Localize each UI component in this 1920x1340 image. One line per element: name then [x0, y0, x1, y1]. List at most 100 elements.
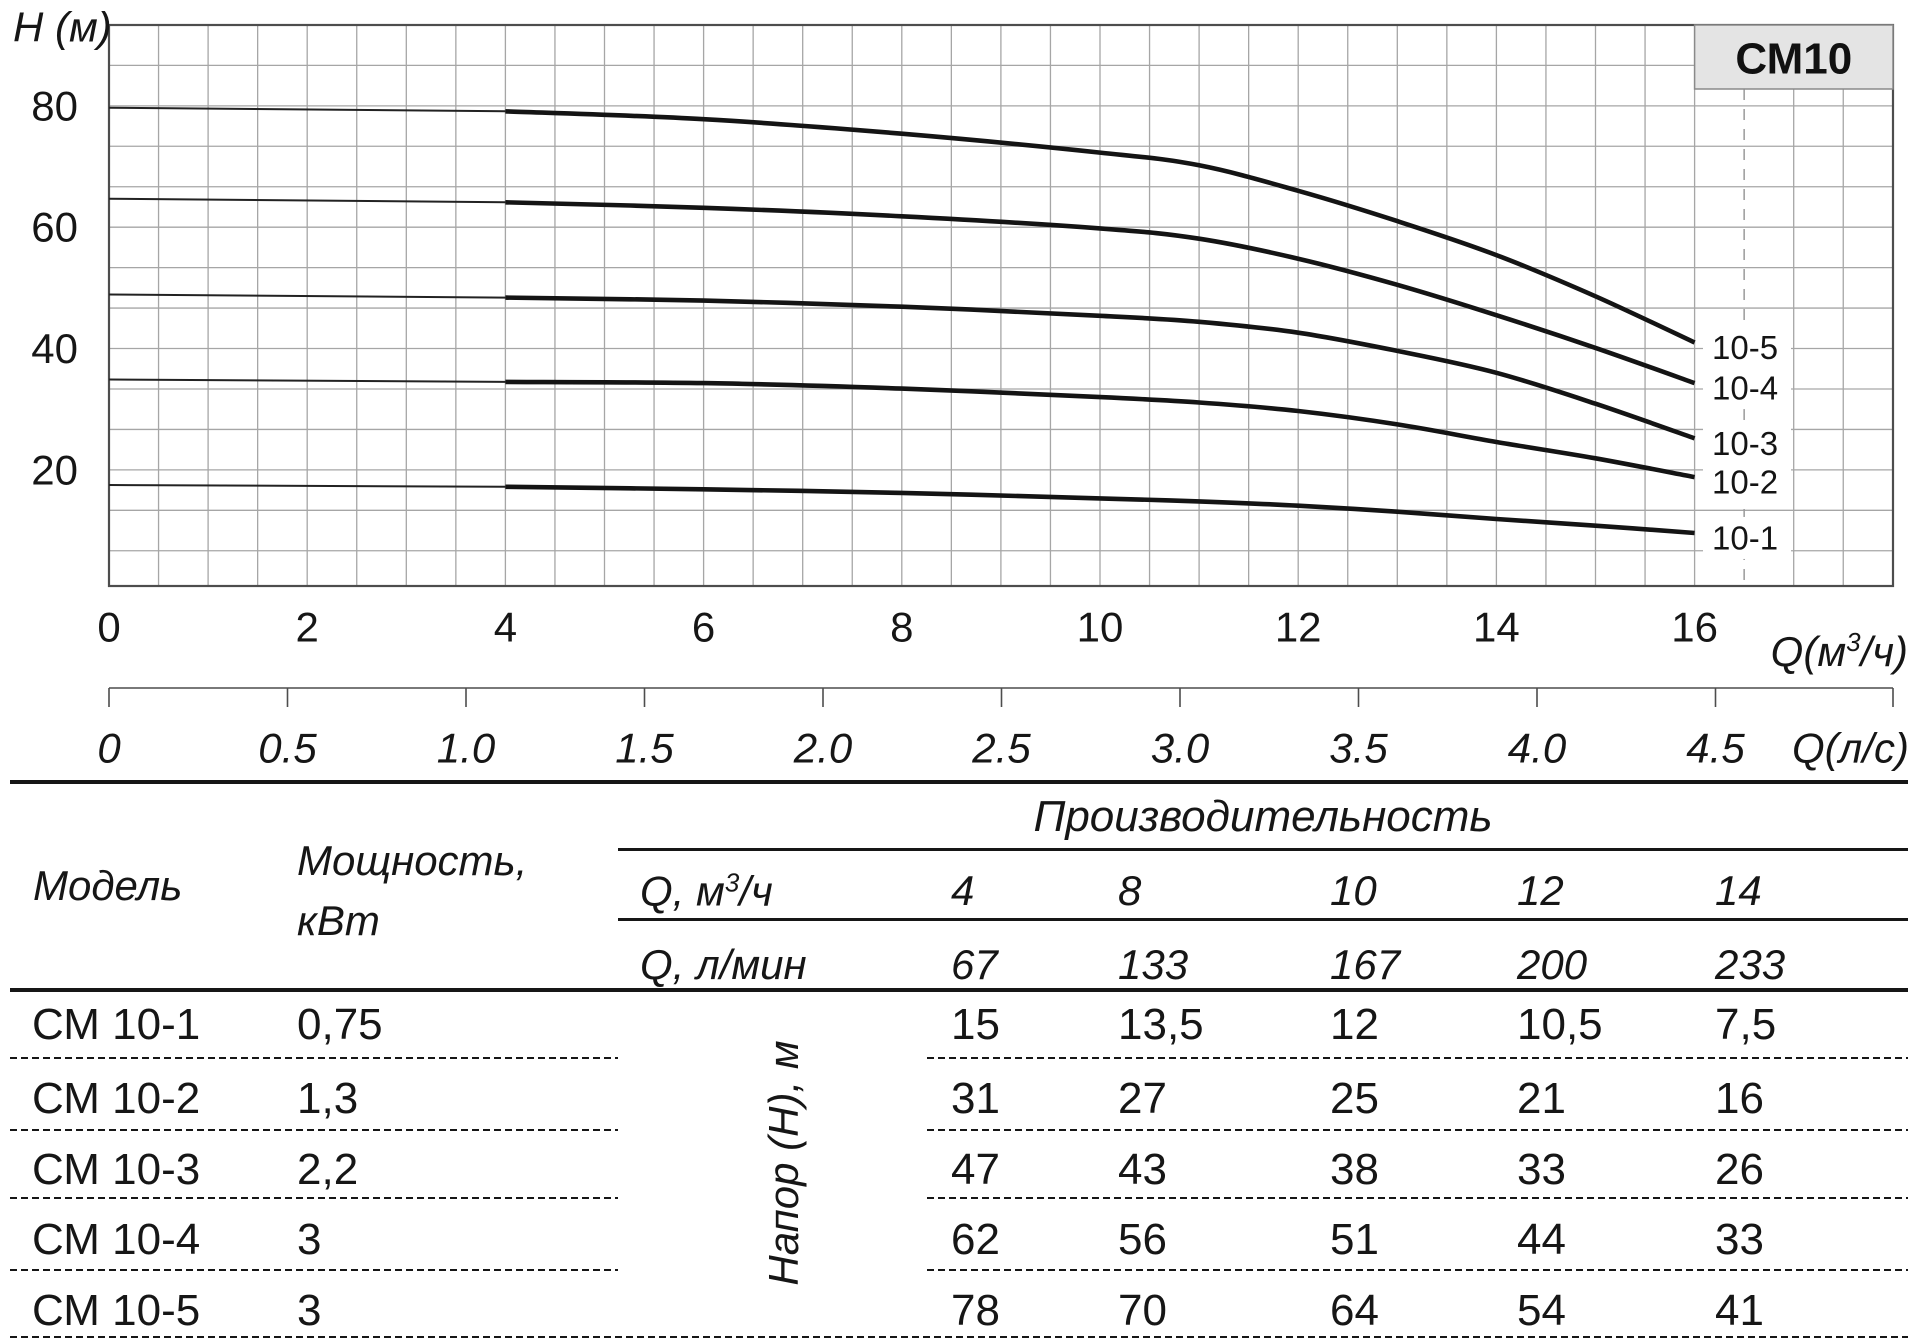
flow-m3h-value: 10 [1330, 867, 1377, 914]
model-name: СМ 10-4 [32, 1215, 201, 1264]
y-axis-label: H (м) [13, 4, 112, 51]
head-value: 70 [1118, 1286, 1167, 1335]
flow-lmin-value: 233 [1715, 941, 1786, 988]
row-separator [927, 1057, 1908, 1059]
curve-label-bg [1703, 422, 1791, 465]
head-value: 12 [1330, 1000, 1379, 1049]
head-value: 44 [1517, 1215, 1566, 1264]
model-name: СМ 10-1 [32, 1000, 201, 1049]
q-m3h-underline [618, 918, 1908, 921]
head-value: 33 [1517, 1145, 1566, 1194]
table-bottom-border [10, 1336, 1908, 1338]
power-value: 2,2 [297, 1145, 359, 1194]
head-value: 21 [1517, 1074, 1566, 1123]
x-tick-0: 0 [97, 604, 120, 651]
flow-m3h-value: 8 [1118, 867, 1142, 914]
curve-label-bg [1703, 326, 1791, 369]
pump-curves-chart: СМ10 10-5 10-4 10-310-2 10-1 0 2 4 6 8 10 12 14 16 20 4… [13, 4, 1909, 772]
power-value: 0,75 [297, 1000, 383, 1049]
curve-runin-10-2 [108, 378, 506, 383]
y-tick-60: 60 [31, 204, 78, 251]
head-value: 7,5 [1715, 1000, 1777, 1049]
curve-label-bg [1703, 461, 1791, 504]
x-tick-14: 14 [1473, 604, 1520, 651]
y-tick-40: 40 [31, 325, 78, 372]
row-separator [10, 1057, 618, 1059]
lps-tick-label-4.5: 4.5 [1686, 725, 1745, 772]
head-value: 78 [951, 1286, 1000, 1335]
column-header-model: Модель [33, 862, 183, 909]
flow-m3h-value: 14 [1715, 867, 1762, 914]
curve-10-4 [505, 200, 1696, 386]
flow-lmin-value: 67 [951, 941, 998, 988]
head-value: 56 [1118, 1215, 1167, 1264]
head-value: 27 [1118, 1074, 1167, 1123]
group-header-text: Производительность [1033, 792, 1493, 841]
plot-frame [107, 23, 1895, 588]
lps-tick-label-4.0: 4.0 [1508, 725, 1567, 772]
row-separator [927, 1197, 1908, 1199]
lps-tick-label-2.5: 2.5 [971, 725, 1031, 772]
x-tick-4: 4 [494, 604, 517, 651]
column-header-power-line2: кВт [297, 897, 380, 944]
head-value: 62 [951, 1215, 1000, 1264]
head-value: 16 [1715, 1074, 1764, 1123]
table-top-border [10, 780, 1908, 784]
x-tick-12: 12 [1275, 604, 1322, 651]
y-tick-20: 20 [31, 446, 78, 493]
lps-tick-label-0: 0 [97, 725, 121, 772]
lps-tick-label-3.5: 3.5 [1329, 725, 1388, 772]
curve-runin-10-3 [108, 293, 506, 299]
x-tick-16: 16 [1671, 604, 1718, 651]
head-value: 10,5 [1517, 1000, 1603, 1049]
row-separator [10, 1129, 618, 1131]
curve-runin-10-5 [108, 106, 506, 113]
head-value: 51 [1330, 1215, 1379, 1264]
model-badge: СМ10 [1735, 35, 1852, 84]
column-header-power-line1: Мощность, [297, 837, 528, 884]
power-value: 1,3 [297, 1074, 359, 1123]
y-tick-80: 80 [31, 82, 78, 129]
curve-label-10-5: 10-5 [1712, 329, 1778, 366]
curve-label-10-3: 10-3 [1712, 425, 1778, 462]
lps-tick-label-2.0: 2.0 [793, 725, 853, 772]
power-value: 3 [297, 1215, 322, 1264]
head-value: 33 [1715, 1215, 1764, 1264]
model-name: СМ 10-3 [32, 1145, 201, 1194]
x2-axis-label: Q(л/с) [1792, 725, 1909, 772]
header-bottom-border [10, 988, 1908, 992]
row-separator [927, 1269, 1908, 1271]
curve-label-10-2: 10-2 [1712, 464, 1778, 501]
row-label-q-m3h: Q, м3/ч [640, 867, 773, 915]
row-separator [10, 1197, 618, 1199]
model-name: СМ 10-5 [32, 1286, 201, 1335]
curve-10-3 [505, 295, 1696, 441]
head-value: 15 [951, 1000, 1000, 1049]
power-value: 3 [297, 1286, 322, 1335]
head-value: 31 [951, 1074, 1000, 1123]
curve-10-1 [505, 484, 1695, 536]
head-column-label: Напор (Н), м [760, 1040, 807, 1286]
head-value: 41 [1715, 1286, 1764, 1335]
head-value: 25 [1330, 1074, 1379, 1123]
x-tick-6: 6 [692, 604, 715, 651]
group-header-underline [618, 848, 1908, 851]
flow-lmin-value: 200 [1517, 941, 1588, 988]
lps-tick-label-1.0: 1.0 [437, 725, 496, 772]
row-separator [927, 1129, 1908, 1131]
x-axis-label: Q(м3/ч) [1771, 627, 1908, 675]
head-value: 47 [951, 1145, 1000, 1194]
table-group-header: Производительность [618, 795, 1908, 839]
flow-m3h-value: 12 [1517, 867, 1564, 914]
curve-runin-10-4 [108, 197, 506, 204]
head-value: 54 [1517, 1286, 1566, 1335]
curve-10-5 [505, 109, 1696, 345]
model-badge-box [1693, 24, 1894, 90]
flow-m3h-value: 4 [951, 867, 975, 914]
head-value: 43 [1118, 1145, 1167, 1194]
curve-10-2 [505, 379, 1696, 480]
head-value: 38 [1330, 1145, 1379, 1194]
head-value: 13,5 [1118, 1000, 1204, 1049]
flow-lmin-value: 167 [1330, 941, 1401, 988]
